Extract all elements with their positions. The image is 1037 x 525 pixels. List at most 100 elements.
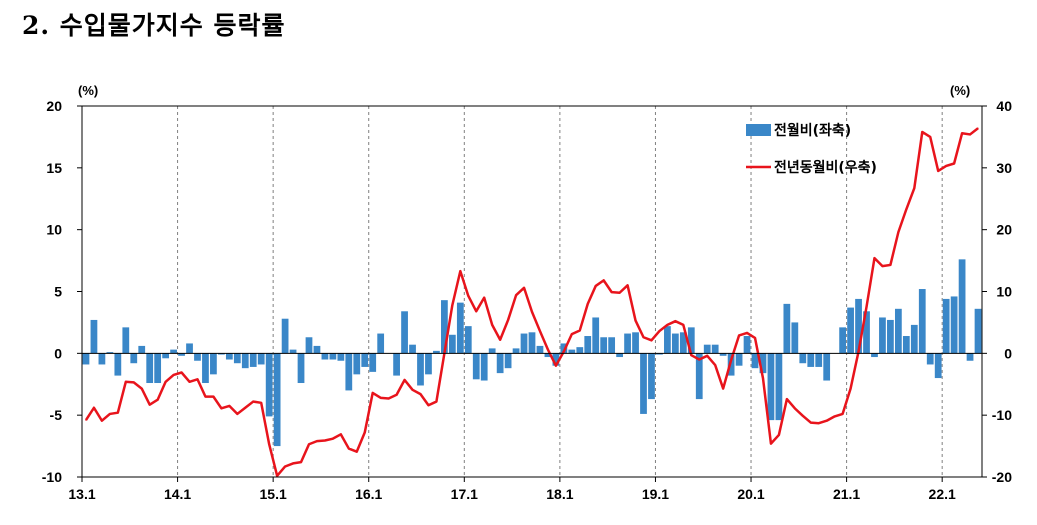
bar [671,333,679,354]
bar [313,345,321,354]
line-point [921,131,923,133]
line-point [571,333,573,335]
right-tick-label: 10 [996,284,1012,300]
bar [910,324,918,354]
line-point [547,349,549,351]
bar [640,353,647,414]
bar [154,353,162,384]
bar [520,333,528,354]
line-point [356,451,358,453]
left-tick-label: 5 [54,284,62,300]
line-point [690,354,692,356]
bar [719,353,727,356]
bar [839,327,846,354]
line-point [626,284,629,286]
line-point [722,387,724,390]
line-point [324,439,326,442]
line-point [499,339,501,341]
series-line [84,127,979,478]
line-point [451,304,453,306]
bar [958,259,966,354]
right-axis-unit: (%) [950,83,970,98]
bar [855,298,862,354]
bar [863,311,870,354]
line-point [945,165,947,167]
bar [871,353,878,358]
line-point [419,393,422,395]
bar [751,353,759,369]
line-point [85,419,87,421]
line-point [778,434,780,436]
line-point [523,287,525,289]
line-point [483,297,485,299]
bar [664,326,671,354]
bar [544,353,552,358]
bar [528,332,536,354]
line-point [881,265,884,267]
bar [233,353,241,364]
bar [568,349,576,354]
line-point [372,392,374,394]
x-tick-label: 19.1 [642,486,669,502]
line-point [786,398,788,400]
bar [114,353,122,376]
line-point [826,420,828,422]
line-point [603,279,605,281]
line-point [730,359,732,361]
line-point [873,257,876,259]
line-point [905,208,907,210]
bar [210,353,217,375]
bar [401,311,408,354]
bar [934,353,942,379]
bar [202,353,209,384]
line-point [141,387,143,390]
bar [433,350,440,354]
bar [600,337,608,354]
bar [329,353,337,360]
line-point [770,443,772,445]
x-tick-label: 15.1 [260,486,287,502]
bar [106,352,114,354]
bar-series [82,259,982,447]
bar [425,353,432,375]
line-point [340,433,342,435]
bar [926,353,934,365]
bar [241,353,249,369]
bar [257,353,265,365]
bar [823,353,831,381]
bar [186,343,193,354]
line-point [252,400,254,403]
line-point [849,387,852,390]
x-tick-label: 13.1 [68,486,95,502]
x-tick-label: 22.1 [929,486,956,502]
line-point [172,374,175,376]
line-point [682,324,684,326]
bar [305,337,313,354]
right-tick-label: 40 [996,98,1012,114]
line-point [292,462,294,464]
bar [377,333,385,354]
line-point [459,270,461,272]
line-point [611,291,613,293]
bar [138,345,146,354]
line-point [101,420,103,422]
bar [807,353,815,367]
bar [480,353,488,381]
line-point [149,404,151,406]
line-point [212,396,215,398]
line-point [507,319,509,321]
bar [711,344,719,354]
line-point [109,413,111,415]
bar [775,353,783,421]
line-point [475,310,477,312]
line-point [332,438,334,440]
line-point [316,440,318,442]
bar [337,353,345,361]
bar [353,353,361,375]
line-point [204,396,207,398]
line-point [634,319,637,322]
bar [616,353,623,358]
right-tick-label: 0 [1004,345,1012,361]
right-tick-label: -20 [992,469,1012,485]
